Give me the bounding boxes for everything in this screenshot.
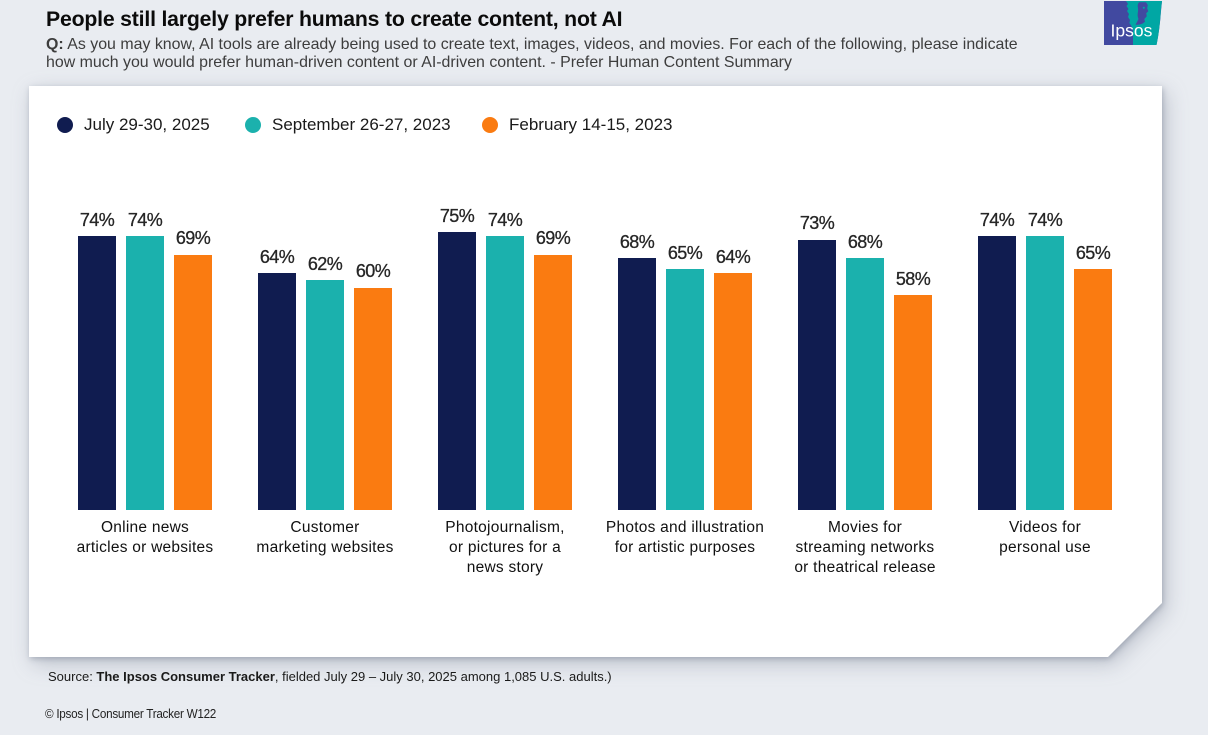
svg-text:Ipsos: Ipsos xyxy=(1111,21,1153,41)
